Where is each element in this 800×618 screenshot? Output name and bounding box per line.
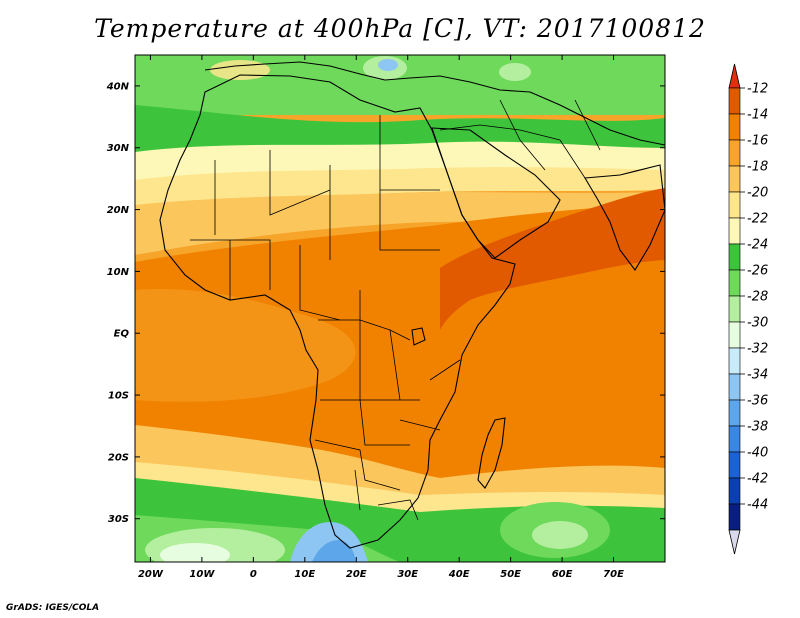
madagascar-outline xyxy=(477,417,506,489)
colorbar-swatch-16 xyxy=(728,503,741,531)
temperature-field xyxy=(135,55,665,562)
lon-label-8: 60E xyxy=(552,569,573,580)
colorbar-label-16: -44 xyxy=(747,498,768,513)
lon-label-5: 30E xyxy=(397,569,418,580)
colorbar-label-12: -36 xyxy=(747,394,768,409)
map-title: Temperature at 400hPa [C], VT: 201710081… xyxy=(94,14,706,43)
border-middle-east xyxy=(439,99,601,179)
colorbar-swatch-14 xyxy=(728,451,741,479)
colorbar-swatch-0 xyxy=(728,87,741,115)
colorbar-swatch-1 xyxy=(728,113,741,141)
lat-label-4: EQ xyxy=(114,329,130,340)
lon-label-3: 10E xyxy=(294,569,315,580)
border-north-africa xyxy=(214,115,440,260)
lon-label-2: 0 xyxy=(250,569,257,580)
colorbar-swatch-2 xyxy=(728,139,741,167)
colorbar-swatch-3 xyxy=(728,165,741,193)
colorbar-label-11: -34 xyxy=(747,368,768,383)
colorbar-swatch-11 xyxy=(728,373,741,401)
colorbar-label-10: -32 xyxy=(747,342,768,357)
colorbar-swatch-13 xyxy=(728,425,741,453)
warm-core-east xyxy=(440,188,665,330)
colorbar-swatch-8 xyxy=(728,295,741,323)
band-north-pale-yellow xyxy=(135,141,665,185)
colorbar-swatch-10 xyxy=(728,347,741,375)
border-central-africa xyxy=(318,290,441,446)
band-north-orange-yellow xyxy=(135,192,665,255)
asia-coast xyxy=(529,91,665,146)
lat-label-2: 20N xyxy=(107,205,130,216)
lake-victoria xyxy=(411,327,426,346)
colorbar-label-7: -26 xyxy=(747,264,768,279)
colorbar-label-14: -40 xyxy=(747,446,768,461)
colorbar-label-0: -12 xyxy=(747,82,768,97)
colorbar-label-13: -38 xyxy=(747,420,768,435)
lon-label-4: 20E xyxy=(346,569,367,580)
arabia-outline xyxy=(431,127,561,259)
lat-label-7: 30S xyxy=(108,514,129,525)
cold-pocket-mediterranean-inner xyxy=(378,59,398,71)
band-south-yellow xyxy=(135,462,665,515)
band-north-yellow xyxy=(135,167,665,215)
plot-frame xyxy=(134,54,666,563)
colorbar-swatch-4 xyxy=(728,191,741,219)
warm-pocket-north xyxy=(210,60,270,80)
cold-cell-southeast-inner xyxy=(532,521,588,549)
colorbar-label-5: -22 xyxy=(747,212,768,227)
colorbar-swatch-5 xyxy=(728,217,741,245)
warm-core-west xyxy=(135,289,356,402)
band-south-orange-yellow xyxy=(135,425,665,505)
colorbar-swatch-7 xyxy=(728,269,741,297)
colorbar-bottom-arrow xyxy=(728,529,741,555)
cold-pocket-caspian xyxy=(499,63,531,81)
lat-label-3: 10N xyxy=(107,267,130,278)
colorbar-label-4: -20 xyxy=(747,186,768,201)
colorbar-label-6: -24 xyxy=(747,238,768,253)
colorbar: -12 -14 -16 -18 -20 -22 -24 -26 -28 -30 -32 -34 -36 -… xyxy=(728,63,768,555)
colorbar-label-2: -16 xyxy=(747,134,768,149)
colorbar-label-8: -28 xyxy=(747,290,768,305)
lon-label-9: 70E xyxy=(603,569,624,580)
country-borders xyxy=(190,99,601,521)
india-outline xyxy=(584,164,665,271)
colorbar-top-arrow xyxy=(728,63,741,89)
latitude-axis: 40N 30N 20N 10N EQ 10S 20S 30S xyxy=(106,81,665,525)
colorbar-swatch-9 xyxy=(728,321,741,349)
coastlines xyxy=(159,61,665,549)
cold-core-south-deep xyxy=(312,540,356,562)
longitude-axis: 20W 10W 0 10E 20E 30E 40E 50E 60E 70E xyxy=(138,55,624,580)
colorbar-label-3: -18 xyxy=(747,160,768,175)
cold-cell-southwest-light xyxy=(160,543,230,562)
colorbar-swatch-6 xyxy=(728,243,741,271)
lon-label-1: 10W xyxy=(189,569,215,580)
colorbar-label-15: -42 xyxy=(747,472,768,487)
europe-coast xyxy=(204,61,531,93)
lat-label-0: 40N xyxy=(106,81,130,92)
lon-label-7: 50E xyxy=(500,569,521,580)
lon-label-0: 20W xyxy=(138,569,164,580)
colorbar-label-9: -30 xyxy=(747,316,768,331)
border-west-africa xyxy=(190,239,341,321)
grads-credit: GrADS: IGES/COLA xyxy=(6,603,100,613)
colorbar-swatch-15 xyxy=(728,477,741,505)
border-southern-africa xyxy=(314,359,461,521)
lon-label-6: 40E xyxy=(448,569,470,580)
lat-label-1: 30N xyxy=(107,143,130,154)
colorbar-swatch-12 xyxy=(728,399,741,427)
lat-label-5: 10S xyxy=(108,391,129,402)
colorbar-label-1: -14 xyxy=(747,108,768,123)
lat-label-6: 20S xyxy=(108,452,129,463)
